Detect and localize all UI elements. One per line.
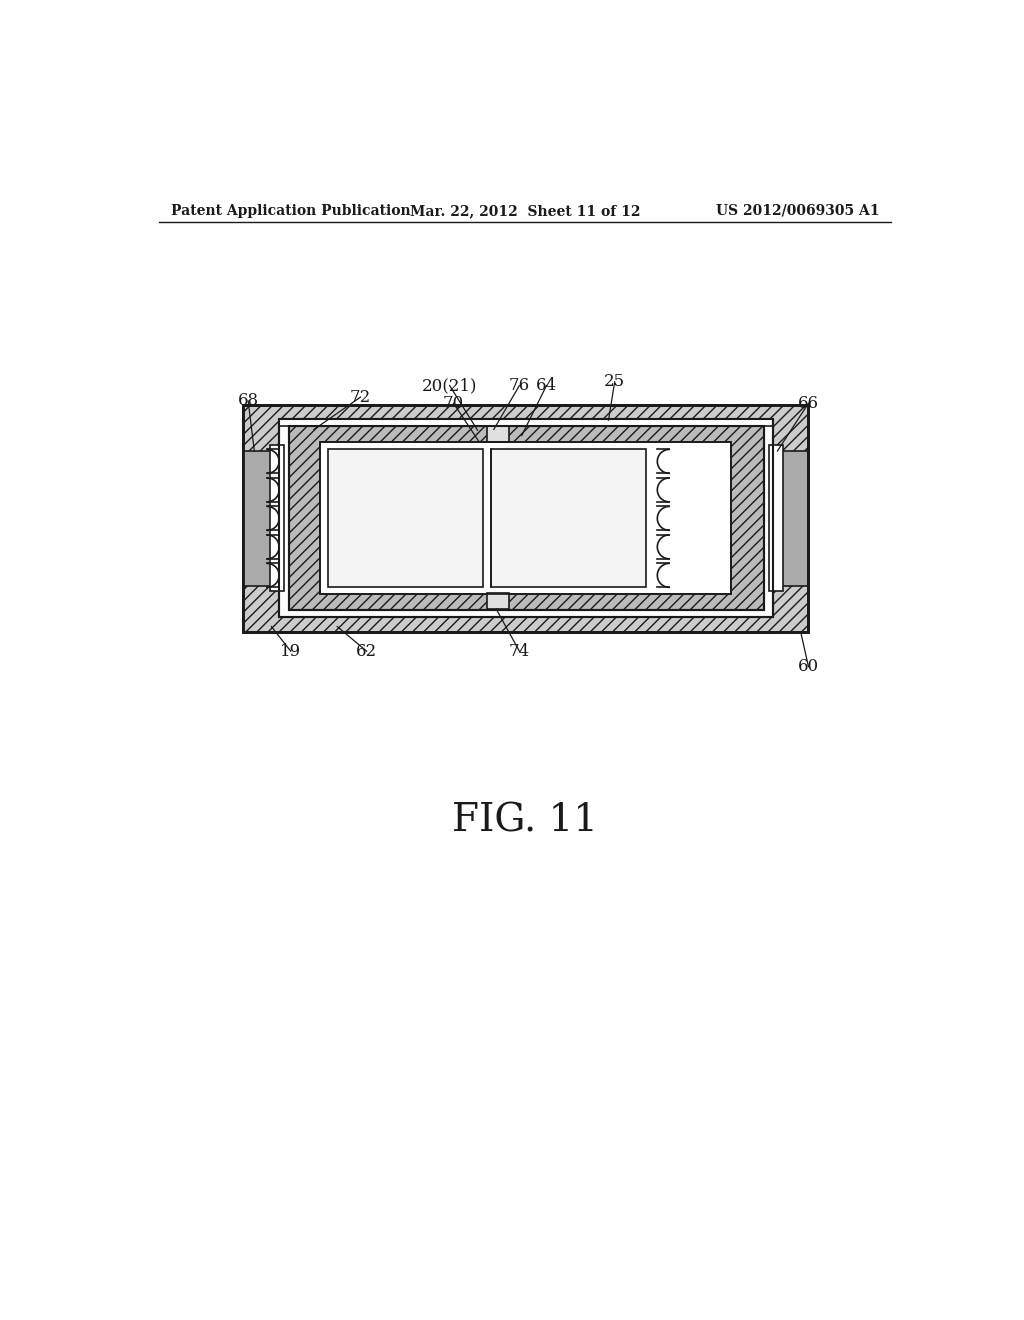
Bar: [280, 418, 773, 618]
Text: 19: 19: [281, 643, 301, 660]
Text: FIG. 11: FIG. 11: [452, 803, 598, 840]
Text: 74: 74: [509, 643, 530, 660]
Bar: [486, 594, 509, 609]
Text: 72: 72: [350, 388, 371, 405]
Bar: [486, 426, 509, 442]
Bar: [243, 405, 809, 632]
Text: US 2012/0069305 A1: US 2012/0069305 A1: [716, 203, 880, 218]
Bar: [243, 405, 809, 632]
Bar: [289, 426, 764, 610]
Text: 20(21): 20(21): [422, 378, 477, 395]
Bar: [243, 451, 272, 586]
Bar: [490, 449, 646, 587]
Text: 66: 66: [798, 395, 819, 412]
Text: 76: 76: [509, 378, 530, 395]
Text: Patent Application Publication: Patent Application Publication: [171, 203, 411, 218]
Bar: [280, 418, 773, 618]
Text: Mar. 22, 2012  Sheet 11 of 12: Mar. 22, 2012 Sheet 11 of 12: [410, 203, 640, 218]
Text: 60: 60: [798, 659, 819, 675]
Bar: [328, 449, 483, 587]
Text: 70: 70: [442, 395, 464, 412]
Bar: [280, 418, 773, 426]
Bar: [779, 451, 809, 586]
Bar: [769, 445, 783, 591]
Text: 64: 64: [536, 378, 557, 395]
Text: 25: 25: [604, 374, 626, 391]
Bar: [321, 442, 731, 594]
Text: 68: 68: [238, 392, 259, 409]
Text: 62: 62: [356, 643, 377, 660]
Bar: [289, 426, 764, 610]
Bar: [321, 442, 731, 594]
Bar: [270, 445, 284, 591]
